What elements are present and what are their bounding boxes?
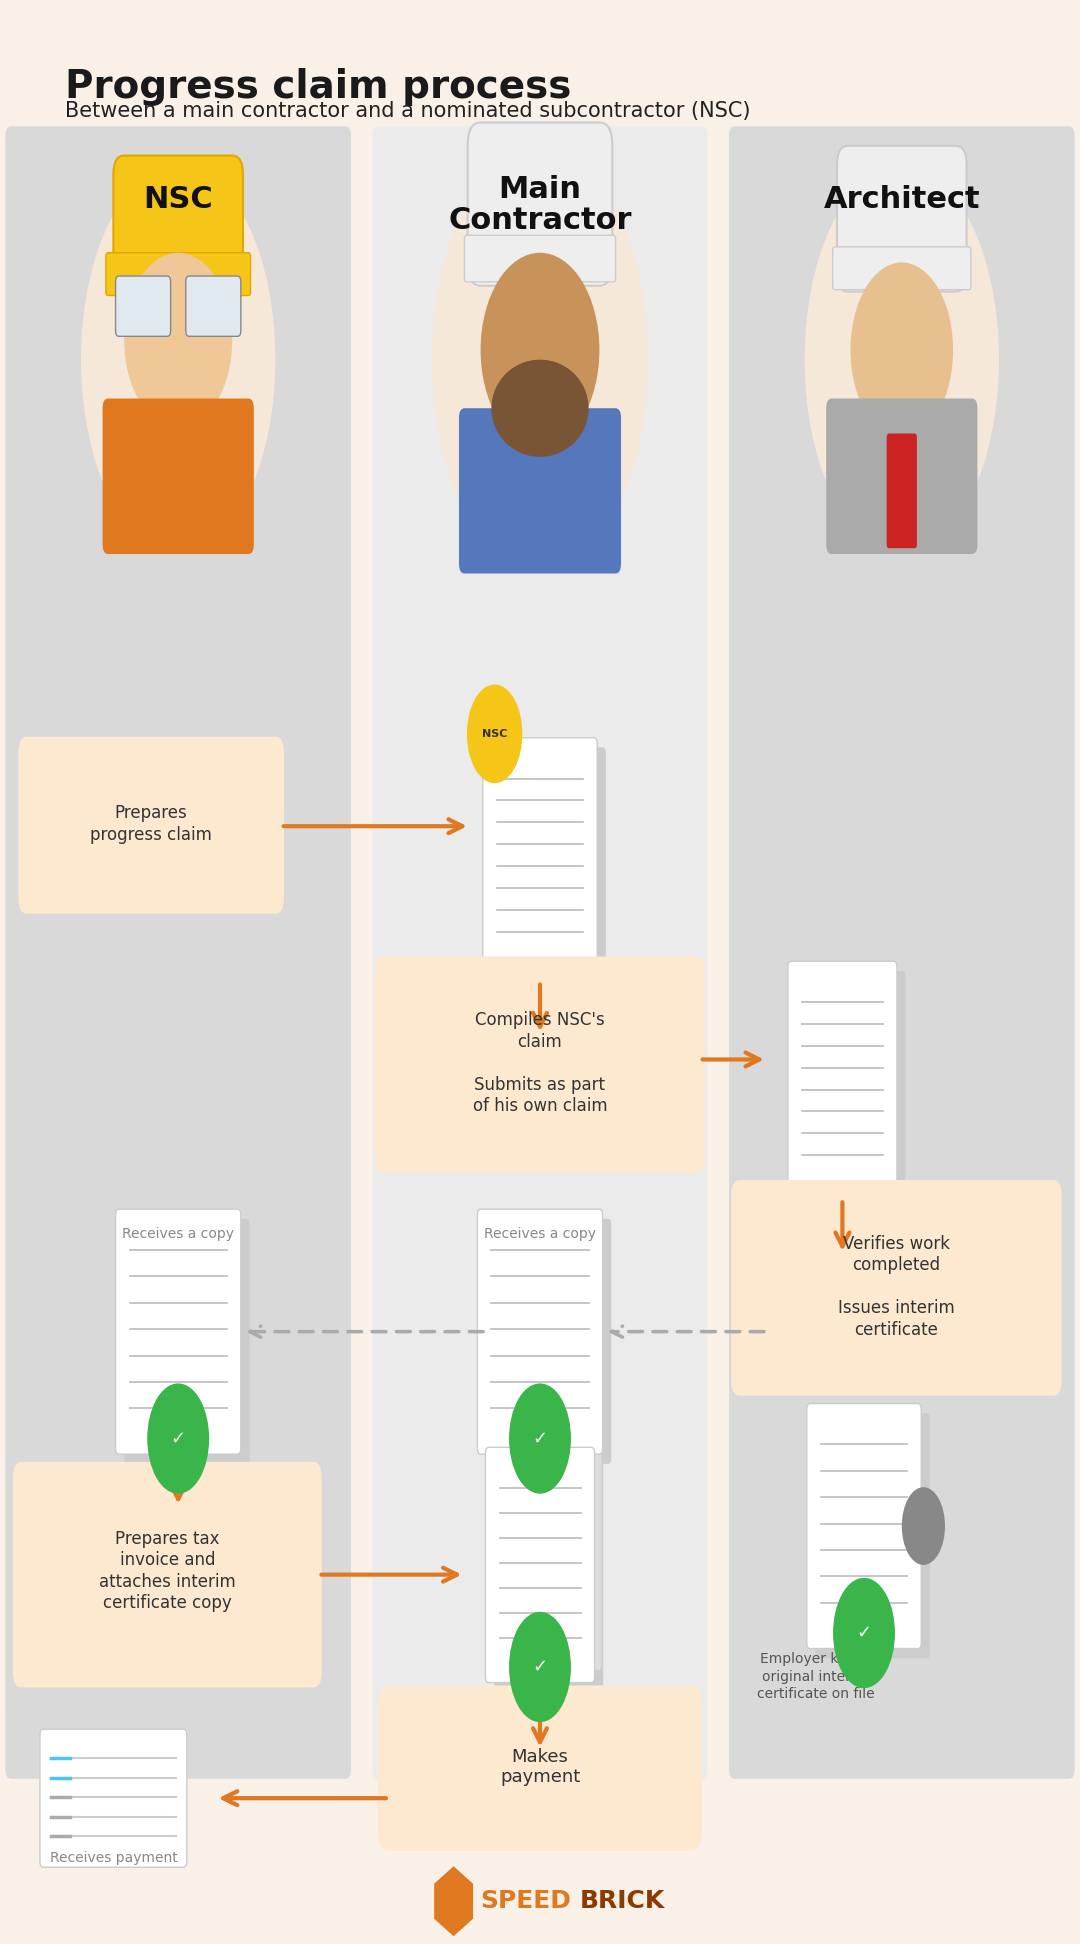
- FancyBboxPatch shape: [13, 1462, 322, 1687]
- FancyBboxPatch shape: [124, 1219, 249, 1464]
- FancyBboxPatch shape: [815, 1413, 930, 1658]
- Ellipse shape: [81, 165, 275, 554]
- FancyBboxPatch shape: [833, 247, 971, 290]
- Text: Main
Contractor: Main Contractor: [448, 175, 632, 235]
- FancyBboxPatch shape: [186, 276, 241, 336]
- Ellipse shape: [491, 360, 589, 457]
- FancyBboxPatch shape: [373, 126, 707, 1779]
- Text: Prepares tax
invoice and
attaches interim
certificate copy: Prepares tax invoice and attaches interi…: [99, 1530, 235, 1612]
- Text: BRICK: BRICK: [580, 1890, 665, 1913]
- Text: Receives payment: Receives payment: [50, 1851, 177, 1864]
- Text: Progress claim process: Progress claim process: [65, 68, 571, 107]
- FancyBboxPatch shape: [837, 146, 967, 292]
- Circle shape: [834, 1579, 894, 1687]
- Text: Architect: Architect: [823, 185, 981, 214]
- Text: Compiles NSC's
claim

Submits as part
of his own claim: Compiles NSC's claim Submits as part of …: [473, 1011, 607, 1116]
- FancyBboxPatch shape: [116, 1209, 241, 1454]
- Text: ✓: ✓: [532, 1658, 548, 1676]
- Text: Employer keeps
original interim
certificate on file: Employer keeps original interim certific…: [757, 1652, 874, 1701]
- Text: Verifies work
completed

Issues interim
certificate: Verifies work completed Issues interim c…: [838, 1234, 955, 1339]
- Text: Receives a copy: Receives a copy: [484, 1227, 596, 1242]
- FancyBboxPatch shape: [486, 1446, 594, 1682]
- Text: NSC: NSC: [144, 185, 213, 214]
- FancyBboxPatch shape: [731, 1180, 1062, 1396]
- FancyBboxPatch shape: [18, 737, 284, 914]
- FancyBboxPatch shape: [113, 156, 243, 301]
- FancyBboxPatch shape: [132, 402, 225, 550]
- FancyBboxPatch shape: [106, 253, 251, 295]
- FancyBboxPatch shape: [5, 126, 351, 1779]
- FancyBboxPatch shape: [459, 408, 621, 573]
- Ellipse shape: [106, 194, 252, 527]
- FancyBboxPatch shape: [103, 399, 254, 554]
- Circle shape: [510, 1384, 570, 1493]
- Ellipse shape: [829, 194, 974, 527]
- Text: ✓: ✓: [532, 1429, 548, 1448]
- Circle shape: [902, 1487, 945, 1565]
- Ellipse shape: [805, 165, 999, 554]
- Text: ✓: ✓: [856, 1623, 872, 1643]
- Circle shape: [468, 684, 522, 781]
- FancyBboxPatch shape: [378, 1685, 702, 1851]
- Circle shape: [148, 1384, 208, 1493]
- Text: NSC: NSC: [482, 729, 508, 739]
- Circle shape: [510, 1614, 570, 1722]
- FancyBboxPatch shape: [495, 1458, 603, 1691]
- Text: ✓: ✓: [171, 1429, 186, 1448]
- Ellipse shape: [481, 253, 599, 447]
- FancyBboxPatch shape: [483, 737, 597, 972]
- Text: Receives a copy: Receives a copy: [122, 1227, 234, 1242]
- FancyBboxPatch shape: [486, 1219, 611, 1464]
- FancyBboxPatch shape: [807, 1404, 921, 1649]
- FancyBboxPatch shape: [729, 126, 1075, 1779]
- FancyBboxPatch shape: [491, 746, 606, 982]
- FancyBboxPatch shape: [788, 960, 897, 1196]
- Text: Between a main contractor and a nominated subcontractor (NSC): Between a main contractor and a nominate…: [65, 101, 751, 121]
- FancyBboxPatch shape: [797, 970, 905, 1205]
- FancyBboxPatch shape: [40, 1730, 187, 1866]
- FancyBboxPatch shape: [887, 434, 917, 548]
- FancyBboxPatch shape: [116, 276, 171, 336]
- FancyBboxPatch shape: [492, 1435, 602, 1670]
- Text: SPEED: SPEED: [481, 1890, 571, 1913]
- Ellipse shape: [468, 194, 613, 527]
- FancyBboxPatch shape: [464, 235, 616, 282]
- Polygon shape: [434, 1866, 473, 1936]
- Text: Prepares
progress claim: Prepares progress claim: [91, 805, 212, 844]
- FancyBboxPatch shape: [477, 1209, 603, 1454]
- Ellipse shape: [124, 253, 232, 428]
- Ellipse shape: [851, 262, 953, 437]
- FancyBboxPatch shape: [375, 956, 705, 1172]
- FancyBboxPatch shape: [826, 399, 977, 554]
- Text: Makes
payment: Makes payment: [500, 1748, 580, 1787]
- FancyBboxPatch shape: [468, 122, 612, 286]
- Ellipse shape: [432, 146, 648, 573]
